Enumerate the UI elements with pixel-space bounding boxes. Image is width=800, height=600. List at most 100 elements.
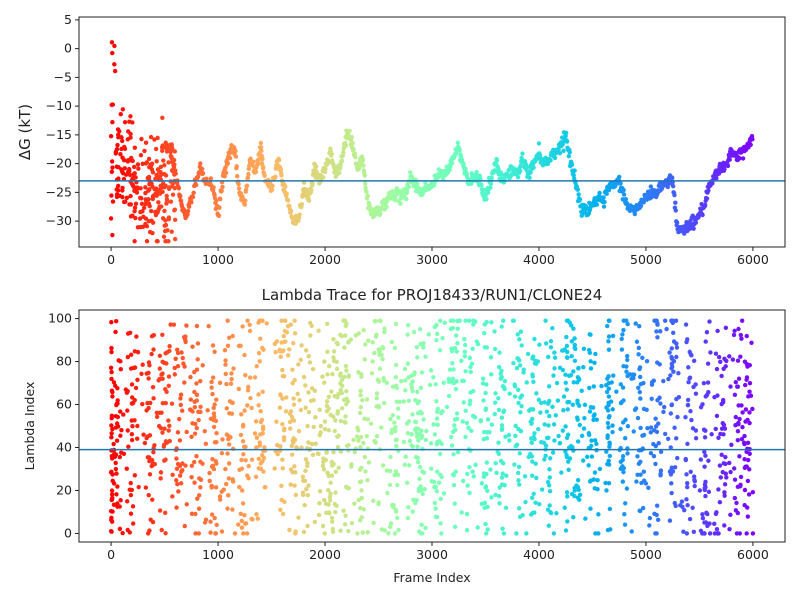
delta-g-point [722,166,727,172]
lambda-point [343,513,348,518]
lambda-point [735,429,741,434]
lambda-point [441,491,447,496]
lambda-point [531,434,536,440]
lambda-point [482,322,488,327]
delta-g-point [110,50,115,56]
lambda-point [238,432,244,438]
delta-g-point [162,208,167,214]
lambda-point [344,389,349,394]
lambda-point [407,438,413,444]
lambda-point [135,423,140,429]
lambda-point [329,463,335,468]
delta-g-point [143,190,148,196]
lambda-point [374,433,380,439]
lambda-point [724,475,729,480]
lambda-point [741,440,747,445]
lambda-point [638,472,643,477]
lambda-point [469,428,474,434]
lambda-point [182,380,187,385]
lambda-point [428,441,434,446]
lambda-point [317,407,322,413]
lambda-point [230,507,235,512]
lambda-point [607,441,612,446]
delta-g-point [172,208,177,213]
delta-g-point [118,151,123,157]
lambda-point [625,424,631,429]
lambda-point [442,320,447,326]
lambda-point [499,475,505,480]
lambda-point [115,386,120,391]
lambda-point [179,469,184,474]
lambda-point [356,370,361,375]
lambda-point [652,428,657,433]
lambda-point [716,531,721,536]
lambda-point [356,438,361,443]
delta-g-point [244,183,250,188]
x-tick-label: 6000 [737,252,769,267]
delta-g-point [236,186,242,191]
lambda-point [317,500,322,506]
lambda-point [576,365,581,371]
lambda-point [672,500,677,506]
lambda-point [740,424,745,430]
lambda-point [117,454,123,460]
lambda-point [133,385,139,391]
lambda-point [278,507,283,513]
delta-g-point [139,136,144,142]
lambda-point [150,384,156,390]
delta-g-point [144,160,150,165]
delta-g-point [138,186,143,191]
lambda-point [517,337,522,342]
lambda-point [142,440,148,446]
lambda-point [702,487,707,493]
lambda-point [619,336,624,342]
delta-g-point [561,148,566,153]
delta-g-point [146,156,152,162]
delta-g-point [110,120,115,125]
lambda-point [321,459,326,465]
lambda-point [257,440,262,445]
lambda-point [480,381,486,386]
lambda-point [518,329,524,334]
delta-g-point [139,201,145,207]
lambda-point [228,435,233,440]
lambda-point [209,484,214,489]
lambda-point [184,429,189,435]
lambda-point [674,354,679,360]
lambda-point [605,527,611,533]
lambda-point [597,466,603,472]
lambda-point [739,318,745,323]
lambda-point [392,531,398,536]
x-tick-label: 1000 [202,547,234,562]
lambda-point [489,495,494,500]
lambda-point [745,478,751,484]
lambda-point [669,366,674,371]
lambda-point [516,464,522,470]
lambda-point [110,426,115,432]
delta-g-point [137,216,143,221]
lambda-point [331,358,337,364]
lambda-point [546,523,552,528]
lambda-point [693,391,699,396]
lambda-point [128,492,134,498]
lambda-point [691,358,697,364]
lambda-point [240,488,245,493]
lambda-point [260,345,265,351]
lambda-point [322,426,328,432]
lambda-point [300,474,306,480]
lambda-point [622,511,627,517]
lambda-point [381,375,386,381]
lambda-point [723,325,729,331]
delta-g-point [109,159,115,164]
lambda-point [621,327,626,333]
lambda-point [591,384,596,389]
lambda-point [302,503,307,508]
lambda-point [389,430,394,436]
lambda-point [674,341,679,346]
lambda-point [684,531,690,536]
lambda-point [393,509,399,514]
lambda-point [198,485,203,490]
lambda-point [648,425,654,430]
lambda-point [111,380,117,385]
x-tick-label: 2000 [309,252,341,267]
